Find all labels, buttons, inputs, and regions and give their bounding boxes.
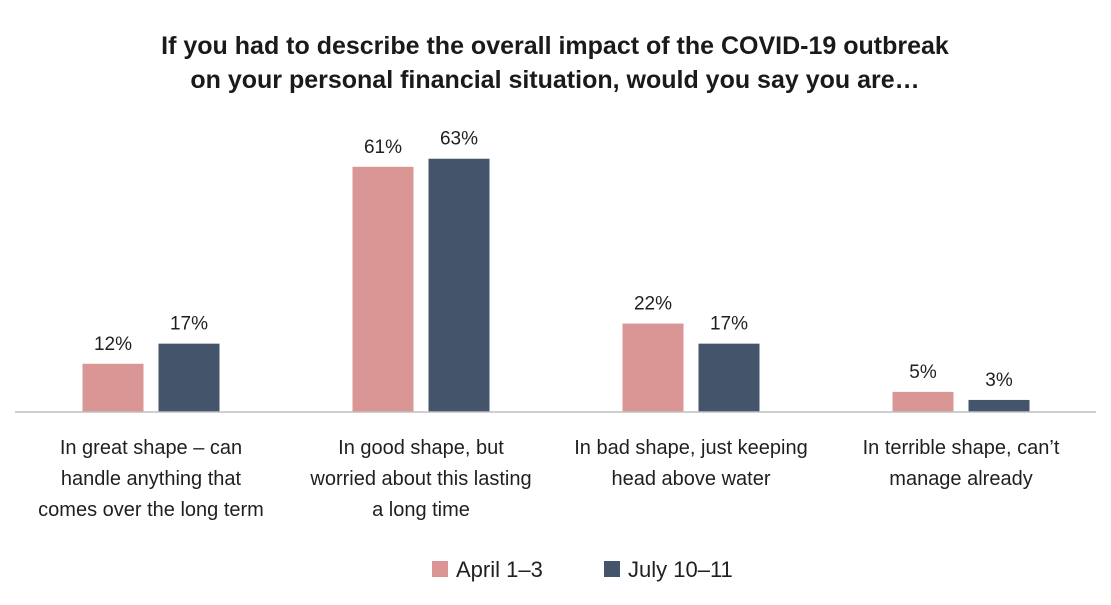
category-label: comes over the long term <box>38 499 264 521</box>
bar <box>352 166 414 412</box>
chart-title-line: If you had to describe the overall impac… <box>161 32 949 60</box>
data-label: 22% <box>634 294 672 315</box>
category-label: In good shape, but <box>338 437 504 459</box>
legend-entry: July 10–11 <box>628 557 733 582</box>
chart-title-line: on your personal financial situation, wo… <box>190 66 919 94</box>
data-label: 5% <box>909 362 937 383</box>
legend-swatch <box>432 561 448 577</box>
category-label: worried about this lasting <box>309 468 531 490</box>
category-label: In great shape – can <box>60 437 242 459</box>
category-label: handle anything that <box>61 468 242 490</box>
data-label: 63% <box>440 129 478 150</box>
bar <box>622 323 684 412</box>
bar <box>428 158 490 412</box>
bar <box>968 399 1030 412</box>
legend-entry: April 1–3 <box>456 557 543 582</box>
legend: April 1–3 July 10–11 <box>432 557 733 582</box>
bar <box>158 343 220 412</box>
data-label: 3% <box>985 370 1013 391</box>
category-label: a long time <box>372 499 470 521</box>
bar <box>892 391 954 412</box>
category-label: head above water <box>611 468 770 490</box>
bar <box>82 363 144 412</box>
category-label: manage already <box>889 468 1032 490</box>
category-label: In bad shape, just keeping <box>574 437 808 459</box>
category-labels: In great shape – can handle anything that… <box>38 437 1060 521</box>
bars: 12% 61% 22% 5% 17% 63% 17% 3% <box>82 129 1030 412</box>
bar <box>698 343 760 412</box>
data-label: 12% <box>94 334 132 355</box>
chart-title: If you had to describe the overall impac… <box>161 32 949 94</box>
category-label: In terrible shape, can’t <box>863 437 1060 459</box>
legend-swatch <box>604 561 620 577</box>
data-label: 17% <box>170 314 208 335</box>
data-label: 61% <box>364 137 402 158</box>
data-label: 17% <box>710 314 748 335</box>
